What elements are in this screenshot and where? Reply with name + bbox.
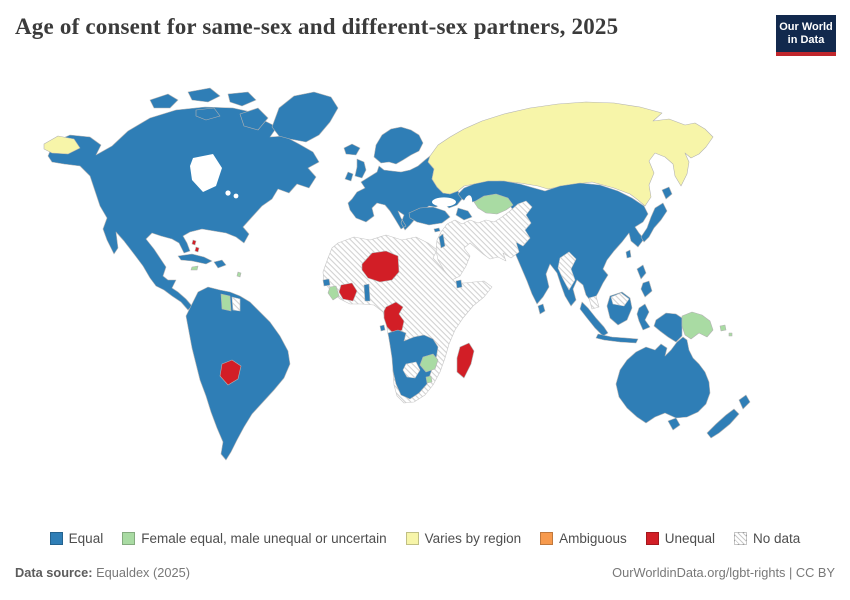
owid-logo-line2: in Data <box>787 34 825 47</box>
region-ireland[interactable] <box>344 171 354 182</box>
region-botswana[interactable] <box>402 361 421 379</box>
region-middle-east[interactable] <box>435 200 533 281</box>
owid-logo-bar <box>776 52 836 57</box>
legend-label-ambiguous: Ambiguous <box>559 531 627 546</box>
region-cote-divoire[interactable] <box>338 282 358 302</box>
region-borneo-north[interactable] <box>610 292 630 307</box>
owid-logo-box: Our World in Data <box>776 15 836 53</box>
great-lakes-water <box>233 193 239 199</box>
region-papua-new-guinea[interactable] <box>681 311 714 340</box>
legend-item-unequal[interactable]: Unequal <box>645 531 716 546</box>
legend-item-no-data[interactable]: No data <box>734 531 800 546</box>
region-bahamas[interactable] <box>194 246 200 253</box>
page-title: Age of consent for same-sex and differen… <box>15 14 619 39</box>
region-turkey[interactable] <box>408 206 451 226</box>
region-caucasus[interactable] <box>455 207 473 221</box>
region-bahamas[interactable] <box>191 239 197 246</box>
region-lesser-antilles[interactable] <box>236 271 242 278</box>
region-canadian-arctic[interactable] <box>239 107 269 131</box>
region-north-america[interactable] <box>47 106 320 311</box>
region-guyana[interactable] <box>220 293 232 312</box>
region-tasmania[interactable] <box>667 417 681 431</box>
region-canadian-arctic[interactable] <box>195 107 221 121</box>
region-canadian-arctic[interactable] <box>227 91 257 107</box>
region-israel[interactable] <box>438 233 446 249</box>
region-uk[interactable] <box>354 158 367 179</box>
region-paraguay[interactable] <box>219 359 242 386</box>
legend-item-varies[interactable]: Varies by region <box>405 531 522 546</box>
map-legend: Equal Female equal, male unequal or unce… <box>0 531 850 546</box>
legend-label-unequal: Unequal <box>664 531 716 546</box>
region-new-guinea-west[interactable] <box>653 312 683 343</box>
chart-footer: Data source: Equaldex (2025) OurWorldinD… <box>15 565 835 580</box>
legend-swatch-female-equal <box>122 532 136 545</box>
region-jamaica[interactable] <box>190 265 199 271</box>
region-solomon-islands[interactable] <box>728 332 733 337</box>
region-central-asia-green[interactable] <box>473 193 514 215</box>
legend-item-equal[interactable]: Equal <box>49 531 104 546</box>
owid-logo-line1: Our World <box>779 21 833 33</box>
region-java[interactable] <box>595 333 639 344</box>
legend-label-female-equal: Female equal, male unequal or uncertain <box>141 531 387 546</box>
legend-label-equal: Equal <box>68 531 104 546</box>
legend-label-varies: Varies by region <box>424 531 522 546</box>
legend-swatch-unequal <box>645 532 659 545</box>
legend-item-ambiguous[interactable]: Ambiguous <box>540 531 627 546</box>
region-cameroon-gabon[interactable] <box>383 301 405 335</box>
owid-link[interactable]: OurWorldinData.org/lgbt-rights | CC BY <box>612 565 835 580</box>
hudson-bay-water <box>190 154 222 192</box>
data-source: Data source: Equaldex (2025) <box>15 565 190 580</box>
region-equatorial-guinea[interactable] <box>379 324 386 332</box>
legend-label-no-data: No data <box>753 531 801 546</box>
region-myanmar[interactable] <box>557 251 577 291</box>
region-benin[interactable] <box>363 283 371 302</box>
region-malaysia-peninsula[interactable] <box>588 295 600 310</box>
great-lakes-water <box>225 190 231 196</box>
legend-swatch-varies <box>405 532 419 545</box>
region-africa-nodata[interactable] <box>322 234 493 404</box>
region-iceland[interactable] <box>343 143 361 156</box>
region-sulawesi[interactable] <box>636 303 651 331</box>
region-new-zealand-south[interactable] <box>706 408 740 439</box>
region-canadian-arctic[interactable] <box>149 93 179 109</box>
region-taiwan[interactable] <box>625 249 632 259</box>
region-sri-lanka[interactable] <box>537 303 546 315</box>
region-eswatini[interactable] <box>425 375 433 384</box>
legend-swatch-equal <box>49 532 63 545</box>
region-scandinavia[interactable] <box>373 126 424 165</box>
owid-logo[interactable]: Our World in Data <box>776 15 836 57</box>
legend-swatch-ambiguous <box>540 532 554 545</box>
region-greenland[interactable] <box>271 91 339 143</box>
region-cyprus[interactable] <box>433 227 441 233</box>
data-source-value: Equaldex (2025) <box>96 565 191 580</box>
region-new-zealand-north[interactable] <box>738 394 751 410</box>
region-philippines[interactable] <box>640 280 653 298</box>
region-japan-hokkaido[interactable] <box>661 186 673 200</box>
region-australia[interactable] <box>615 336 711 424</box>
region-djibouti[interactable] <box>455 279 463 289</box>
region-hispaniola[interactable] <box>213 259 227 269</box>
region-russia-chukotka[interactable] <box>43 135 81 155</box>
region-philippines[interactable] <box>636 264 647 280</box>
legend-item-female-equal[interactable]: Female equal, male unequal or uncertain <box>122 531 387 546</box>
region-japan-honshu[interactable] <box>640 202 668 243</box>
legend-swatch-no-data <box>734 532 748 545</box>
region-suriname[interactable] <box>231 296 241 312</box>
black-sea-water <box>432 197 456 207</box>
region-sierra-leone[interactable] <box>322 278 331 287</box>
region-cuba[interactable] <box>177 253 213 265</box>
region-solomon-islands[interactable] <box>719 324 727 332</box>
region-liberia[interactable] <box>327 285 340 301</box>
region-sumatra[interactable] <box>579 301 609 337</box>
region-niger[interactable] <box>361 250 400 283</box>
world-choropleth-map <box>43 87 751 461</box>
data-source-label: Data source: <box>15 565 93 580</box>
region-madagascar[interactable] <box>456 342 475 379</box>
region-canadian-arctic[interactable] <box>187 87 221 103</box>
region-zimbabwe[interactable] <box>419 353 439 373</box>
